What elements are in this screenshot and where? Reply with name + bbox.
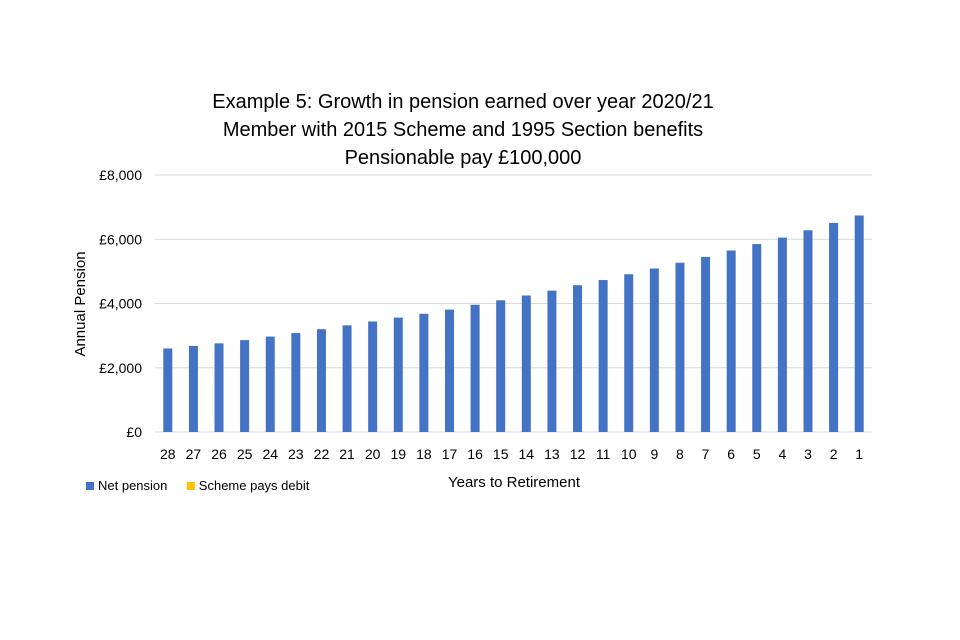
x-tick-label: 1 [855,446,863,462]
bar [803,230,813,432]
title-line-1: Example 5: Growth in pension earned over… [212,91,713,113]
x-tick-label: 23 [288,446,304,462]
x-tick-label: 21 [339,446,355,462]
x-tick-label: 4 [778,446,786,462]
bar [240,340,250,432]
bar [675,262,685,432]
x-tick-label: 6 [727,446,735,462]
bar [188,345,198,432]
bars [163,215,864,432]
title-line-2: Member with 2015 Scheme and 1995 Section… [223,119,703,141]
bar [470,304,480,432]
y-axis-ticks: £0 £2,000 £4,000 £6,000 £8,000 [99,167,142,440]
y-tick-label: £8,000 [99,167,142,183]
bar [521,295,531,432]
legend: Net pension Scheme pays debit [86,478,310,493]
legend-label: Scheme pays debit [199,478,310,493]
x-tick-label: 3 [804,446,812,462]
bar [496,300,506,432]
x-tick-label: 16 [467,446,483,462]
x-tick-label: 18 [416,446,432,462]
legend-swatch [186,482,195,490]
bar [214,343,224,432]
bar [701,256,711,432]
legend-label: Net pension [98,478,167,493]
x-tick-label: 10 [621,446,637,462]
x-tick-label: 2 [830,446,838,462]
x-tick-label: 5 [753,446,761,462]
y-tick-label: £4,000 [99,296,142,312]
x-tick-label: 24 [262,446,278,462]
x-tick-label: 25 [237,446,253,462]
x-tick-label: 26 [211,446,227,462]
bar [368,321,378,432]
x-tick-label: 13 [544,446,560,462]
chart-title: Example 5: Growth in pension earned over… [212,91,713,169]
bar [726,250,736,432]
bar [291,333,301,432]
x-tick-label: 20 [365,446,381,462]
y-tick-label: £6,000 [99,231,142,247]
bar [854,215,864,432]
y-tick-label: £2,000 [99,360,142,376]
bar [752,244,762,432]
legend-swatch [86,482,94,490]
x-tick-label: 27 [186,446,202,462]
bar [265,336,275,432]
bar [777,237,787,432]
bar [444,309,454,432]
gridlines [155,174,872,433]
x-tick-label: 14 [519,446,535,462]
bar [573,285,583,432]
x-tick-label: 12 [570,446,586,462]
bar [342,325,352,432]
x-tick-label: 28 [160,446,176,462]
x-tick-label: 8 [676,446,684,462]
y-axis-title: Annual Pension [72,251,89,356]
bar [649,268,659,432]
bar [829,222,839,432]
bar [598,280,608,432]
x-tick-label: 7 [702,446,710,462]
bar [393,317,403,432]
x-axis-title: Years to Retirement [448,474,581,491]
x-tick-label: 15 [493,446,509,462]
title-line-3: Pensionable pay £100,000 [345,147,582,169]
x-axis-ticks: 28 27 26 25 24 23 22 21 20 19 18 17 16 15 14 13 12 11 10 9 8… [160,446,863,462]
bar [419,313,429,432]
bar [547,290,557,432]
bar [316,329,326,432]
x-tick-label: 22 [314,446,330,462]
bar [163,348,173,432]
x-tick-label: 9 [650,446,658,462]
x-tick-label: 19 [390,446,406,462]
y-tick-label: £0 [126,424,142,440]
bar [624,274,634,432]
x-tick-label: 17 [442,446,458,462]
x-tick-label: 11 [596,446,611,462]
